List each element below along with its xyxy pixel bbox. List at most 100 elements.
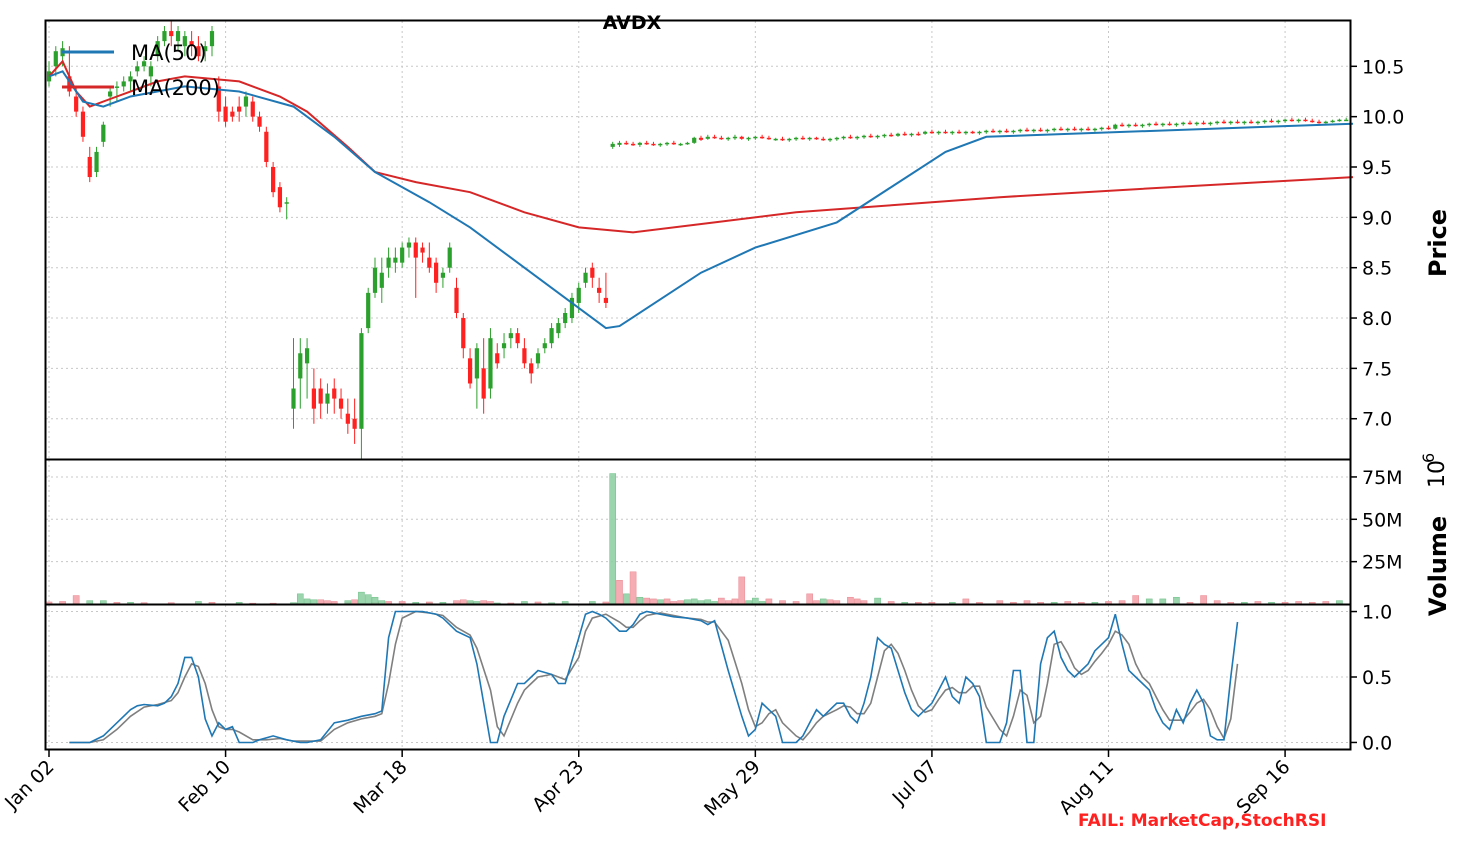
candle-body: [889, 134, 894, 137]
candle-body: [644, 142, 649, 145]
candle: [1181, 121, 1186, 126]
candle: [787, 137, 792, 142]
candle-body: [630, 143, 636, 146]
volume-y-tick-label: 25M: [1362, 552, 1403, 574]
candle-body: [610, 143, 615, 147]
stoch-y-axis: 0.0 0.5 1.0: [1350, 602, 1392, 754]
candle: [895, 132, 901, 137]
candle: [692, 136, 697, 144]
volume-bar: [1118, 600, 1126, 605]
candle-body: [773, 138, 778, 141]
candle: [637, 141, 642, 147]
candle: [719, 135, 724, 140]
candle-body: [1330, 120, 1335, 123]
candle: [916, 131, 921, 136]
candle: [515, 328, 520, 349]
candle-body: [685, 142, 690, 145]
candle: [1045, 128, 1050, 133]
candle-body: [1072, 128, 1077, 131]
candle-body: [1045, 129, 1050, 132]
candle: [359, 328, 364, 459]
candle-body: [1004, 130, 1009, 133]
candle-body: [108, 91, 113, 97]
volume-bar: [684, 599, 691, 605]
volume-bar: [874, 597, 881, 605]
candle-body: [1303, 119, 1308, 122]
candle: [338, 388, 344, 419]
volume-bar: [453, 600, 460, 605]
volume-bar: [351, 599, 358, 605]
x-tick-label: Aug 11: [1055, 756, 1118, 819]
candle: [155, 36, 160, 62]
candle: [495, 343, 500, 369]
candle: [1147, 122, 1152, 127]
candle: [821, 136, 826, 141]
candle: [508, 328, 513, 349]
candle: [1303, 117, 1308, 122]
candle-body: [1174, 123, 1179, 126]
candle: [175, 26, 181, 52]
candle: [420, 242, 425, 263]
candle: [284, 197, 289, 220]
candle-body: [583, 272, 588, 283]
candle: [1208, 121, 1213, 126]
candle: [1249, 119, 1254, 124]
candle-body: [304, 348, 310, 364]
candle-body: [936, 131, 941, 134]
candle: [1276, 119, 1281, 124]
volume-bar: [826, 599, 834, 605]
candle-body: [617, 142, 622, 145]
candle: [807, 136, 812, 141]
candle-body: [1201, 122, 1206, 125]
volume-bar: [690, 598, 698, 605]
candle: [162, 26, 167, 47]
price-y-tick-label: 7.5: [1362, 358, 1392, 380]
candle-body: [597, 287, 602, 293]
candle: [827, 137, 833, 142]
candle-body: [114, 86, 120, 88]
candle: [535, 348, 541, 369]
candle-body: [80, 111, 86, 137]
volume-bar: [1023, 600, 1031, 605]
candle: [474, 343, 479, 409]
candle: [141, 56, 147, 72]
candle-body: [1181, 122, 1186, 125]
candle-body: [868, 135, 873, 138]
candle: [712, 134, 717, 139]
candle: [1316, 119, 1322, 124]
volume-bar: [847, 596, 854, 605]
candle-body: [827, 138, 833, 141]
candle: [1167, 121, 1172, 126]
candle-body: [807, 137, 812, 140]
candle-body: [834, 137, 839, 140]
candle-body: [209, 31, 215, 47]
candle: [1228, 120, 1233, 125]
candle: [182, 31, 187, 57]
candle-body: [1018, 129, 1023, 132]
volume-bar: [86, 600, 94, 605]
candle-body: [529, 363, 534, 374]
candle-body: [318, 388, 323, 404]
candle: [793, 136, 799, 141]
volume-bar: [636, 596, 644, 605]
volume-bar: [1336, 600, 1343, 605]
candle: [923, 130, 928, 135]
candle-body: [732, 136, 738, 139]
candle: [766, 135, 772, 140]
candle-body: [719, 137, 724, 140]
candle: [216, 76, 221, 122]
candle-body: [291, 388, 296, 409]
candle-body: [427, 257, 432, 268]
candle: [780, 136, 785, 141]
candle-body: [1099, 127, 1104, 130]
candle-body: [814, 137, 819, 140]
candle-body: [800, 137, 805, 140]
candle-body: [1160, 123, 1165, 126]
volume-grid: [46, 460, 1350, 604]
candle: [352, 398, 357, 444]
candle: [882, 133, 887, 138]
candle-body: [447, 247, 452, 268]
volume-bar: [853, 598, 861, 605]
candle-body: [1221, 121, 1227, 124]
legend: MA(50) MA(200): [62, 41, 220, 100]
